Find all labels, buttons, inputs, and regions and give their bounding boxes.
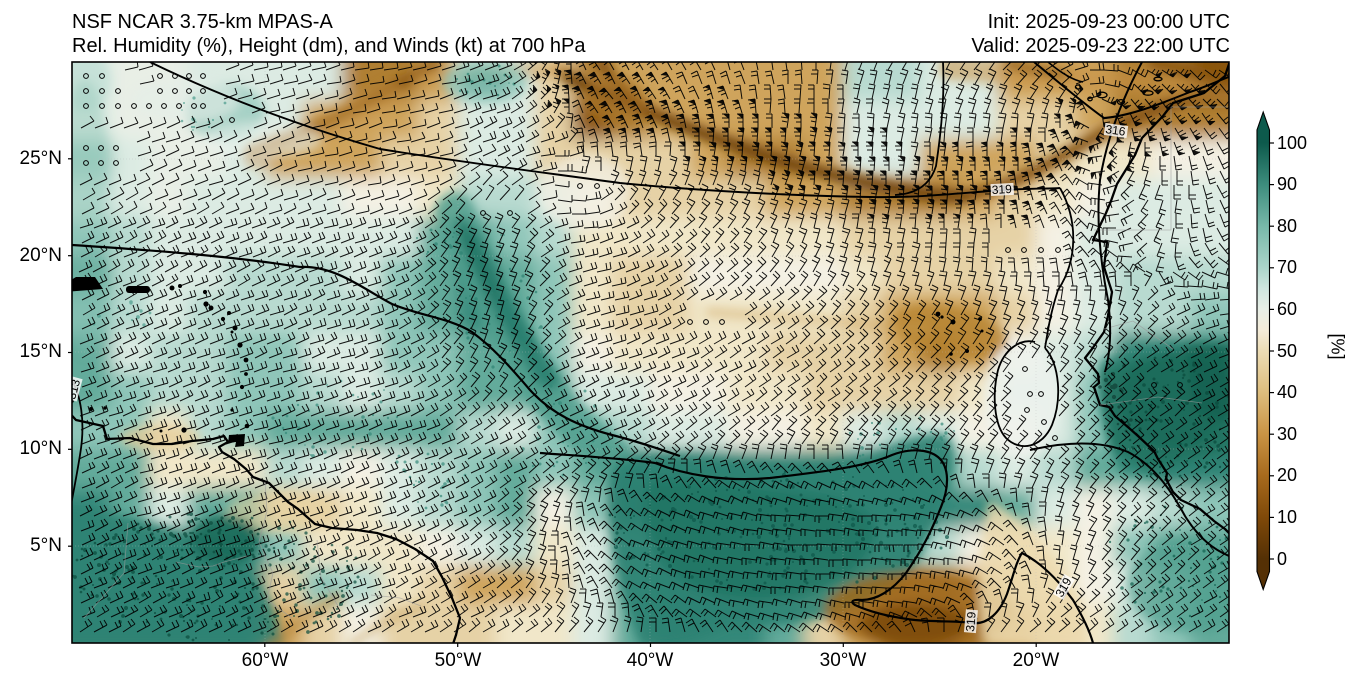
- svg-text:319: 319: [991, 182, 1012, 197]
- svg-text:316: 316: [1105, 122, 1127, 139]
- svg-text:319: 319: [963, 611, 979, 632]
